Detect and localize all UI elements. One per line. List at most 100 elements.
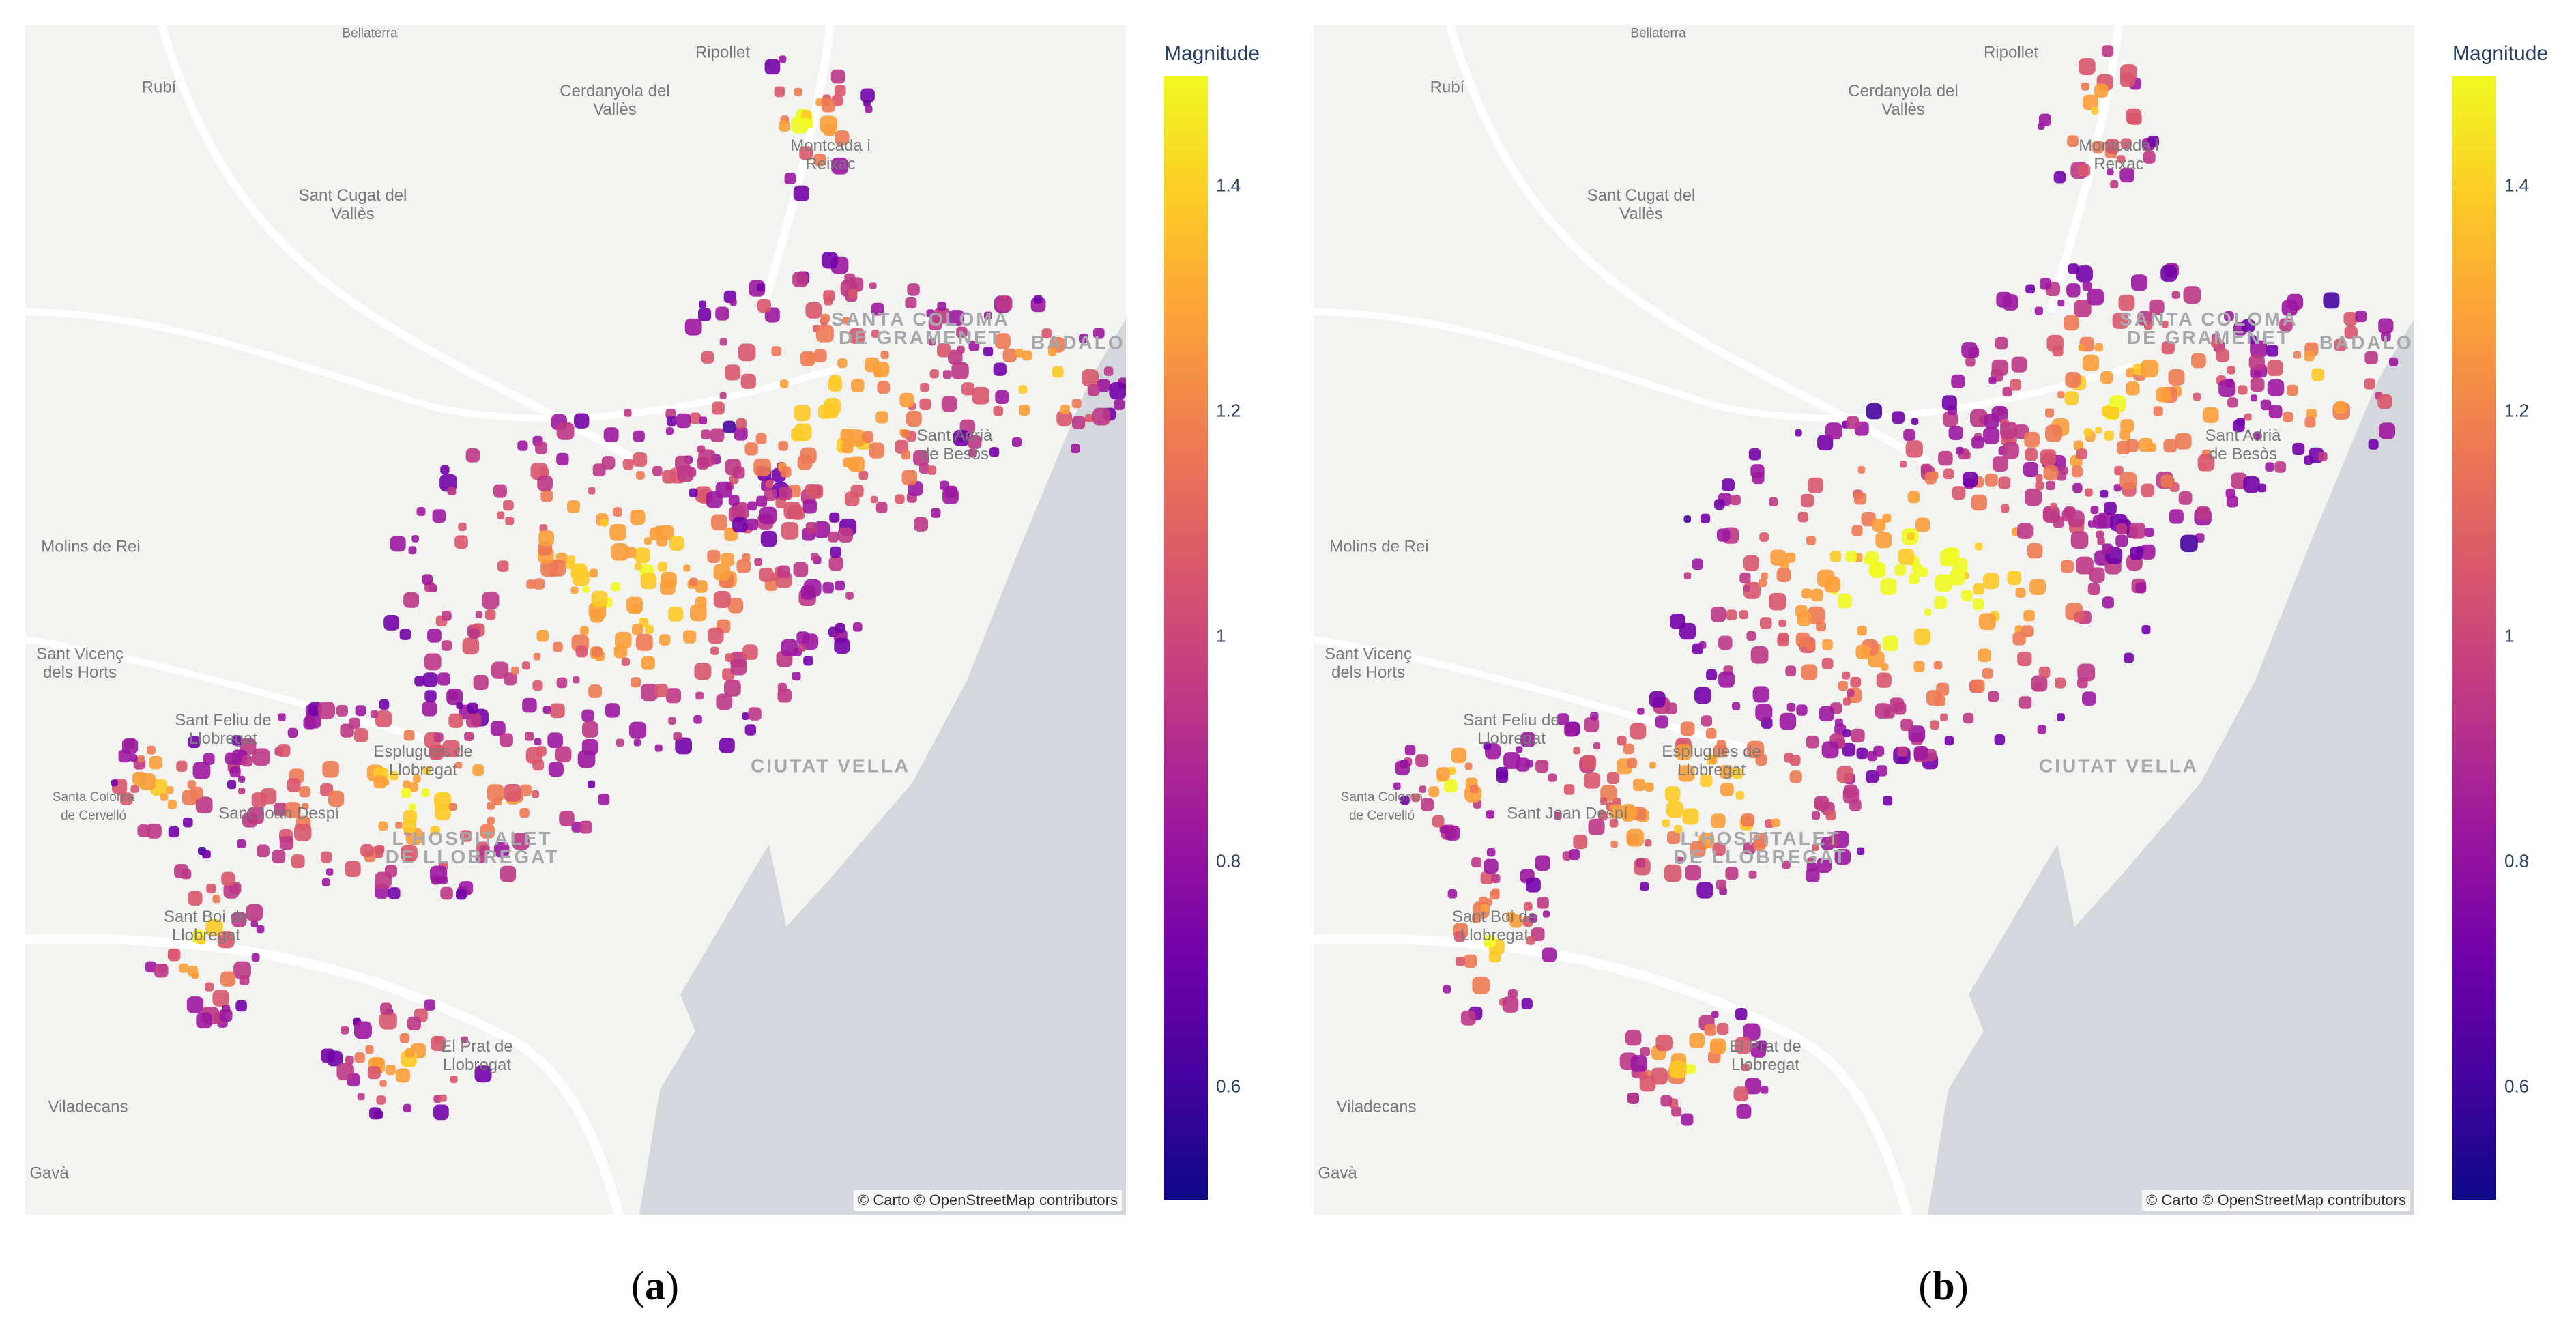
heat-blob (549, 560, 566, 577)
heat-blob (2096, 530, 2104, 539)
heat-blob (865, 105, 873, 113)
heat-blob (1447, 889, 1458, 899)
heat-blob (251, 792, 267, 808)
heat-blob (695, 580, 708, 593)
colorbar-title: Magnitude (1164, 42, 1260, 65)
heat-blob (845, 591, 854, 600)
heat-blob (2242, 319, 2255, 333)
map-attribution[interactable]: © Carto © OpenStreetMap contributors (2142, 1190, 2410, 1211)
heat-blob (1706, 669, 1718, 680)
heatmap-map[interactable]: Bellaterra Ripollet Rubí Cerdanyola del … (25, 25, 1126, 1215)
heat-blob (176, 760, 188, 772)
heat-blob (1683, 515, 1692, 523)
heat-blob (403, 730, 415, 741)
heat-blob (1801, 664, 1818, 680)
heat-blob (1777, 634, 1789, 647)
heat-blob (442, 740, 460, 757)
heat-blob (1782, 860, 1791, 869)
heat-blob (2238, 385, 2248, 395)
map-attribution[interactable]: © Carto © OpenStreetMap contributors (854, 1190, 1122, 1211)
heat-blob (2248, 354, 2265, 371)
heat-blob (1750, 646, 1769, 664)
heat-blob (1971, 436, 1984, 449)
heat-blob (2130, 274, 2148, 291)
place-label: Cerdanyola del Vallès (560, 82, 670, 119)
heat-blob (2344, 326, 2358, 339)
heat-blob (345, 861, 361, 877)
heat-blob (1084, 414, 1093, 423)
heat-blob (931, 508, 941, 518)
heat-blob (429, 744, 444, 760)
heat-blob (2023, 609, 2035, 622)
heat-blob (456, 889, 467, 900)
heat-blob (2304, 350, 2315, 362)
heat-blob (2087, 520, 2096, 528)
place-label: Ripollet (1983, 43, 2039, 62)
heat-blob (379, 1011, 397, 1030)
heat-blob (2064, 391, 2079, 405)
heat-blob (1630, 1055, 1648, 1072)
heat-blob (989, 447, 1000, 457)
heat-blob (920, 382, 929, 392)
heat-blob (2126, 381, 2140, 396)
heat-blob (575, 645, 588, 658)
heat-blob (640, 683, 659, 702)
heatmap-map[interactable]: Bellaterra Ripollet Rubí Cerdanyola del … (1314, 25, 2414, 1215)
heat-blob (800, 117, 809, 126)
heat-blob (1480, 904, 1489, 912)
heat-blob (2311, 368, 2325, 381)
heat-blob (1621, 804, 1636, 818)
heat-blob (1741, 813, 1754, 827)
basemap (1314, 25, 2414, 1215)
heat-blob (1730, 494, 1741, 506)
heat-blob (951, 362, 969, 380)
heat-blob (699, 300, 707, 308)
heat-blob (2025, 284, 2035, 294)
place-label: Sant Feliu de Llobregat (175, 711, 272, 748)
heat-blob (2090, 506, 2099, 515)
heat-blob (849, 456, 865, 472)
heat-blob (422, 574, 433, 586)
heat-blob (1509, 914, 1523, 928)
heat-blob (1739, 610, 1748, 620)
heat-blob (520, 784, 532, 796)
heat-blob (2101, 405, 2113, 417)
heat-blob (2114, 465, 2124, 476)
heat-blob (556, 452, 569, 466)
place-label: El Prat de Llobregat (441, 1037, 513, 1074)
heat-blob (206, 884, 216, 894)
heat-blob (805, 302, 822, 319)
heat-blob (130, 754, 138, 762)
heat-blob (1847, 689, 1855, 697)
heat-blob (2037, 725, 2046, 734)
heat-blob (1655, 1034, 1673, 1052)
heat-blob (701, 429, 711, 439)
heat-blob (365, 1045, 374, 1054)
heat-blob (1770, 549, 1786, 566)
heat-blob (500, 865, 517, 882)
heat-blob (2355, 311, 2367, 323)
colorbar-tick: 1.4 (2504, 175, 2530, 196)
heat-blob (431, 875, 441, 885)
heat-blob (2095, 427, 2102, 434)
heat-blob (1460, 1010, 1476, 1026)
heat-blob (1716, 879, 1726, 890)
heat-blob (828, 531, 839, 543)
heat-blob (742, 644, 758, 660)
heat-blob (759, 506, 777, 525)
heat-blob (1584, 717, 1600, 732)
heat-blob (707, 549, 721, 563)
heat-blob (1456, 956, 1465, 966)
heat-blob (367, 1066, 381, 1080)
heat-blob (299, 786, 310, 798)
heat-blob (716, 693, 733, 710)
heat-blob (813, 521, 830, 538)
heat-blob (699, 416, 708, 425)
heat-blob (779, 55, 787, 63)
heat-blob (710, 514, 727, 531)
heat-blob (683, 564, 691, 572)
heat-blob (2378, 318, 2394, 334)
heat-blob (1705, 727, 1717, 739)
heat-blob (2082, 354, 2100, 371)
heat-blob (837, 527, 853, 543)
